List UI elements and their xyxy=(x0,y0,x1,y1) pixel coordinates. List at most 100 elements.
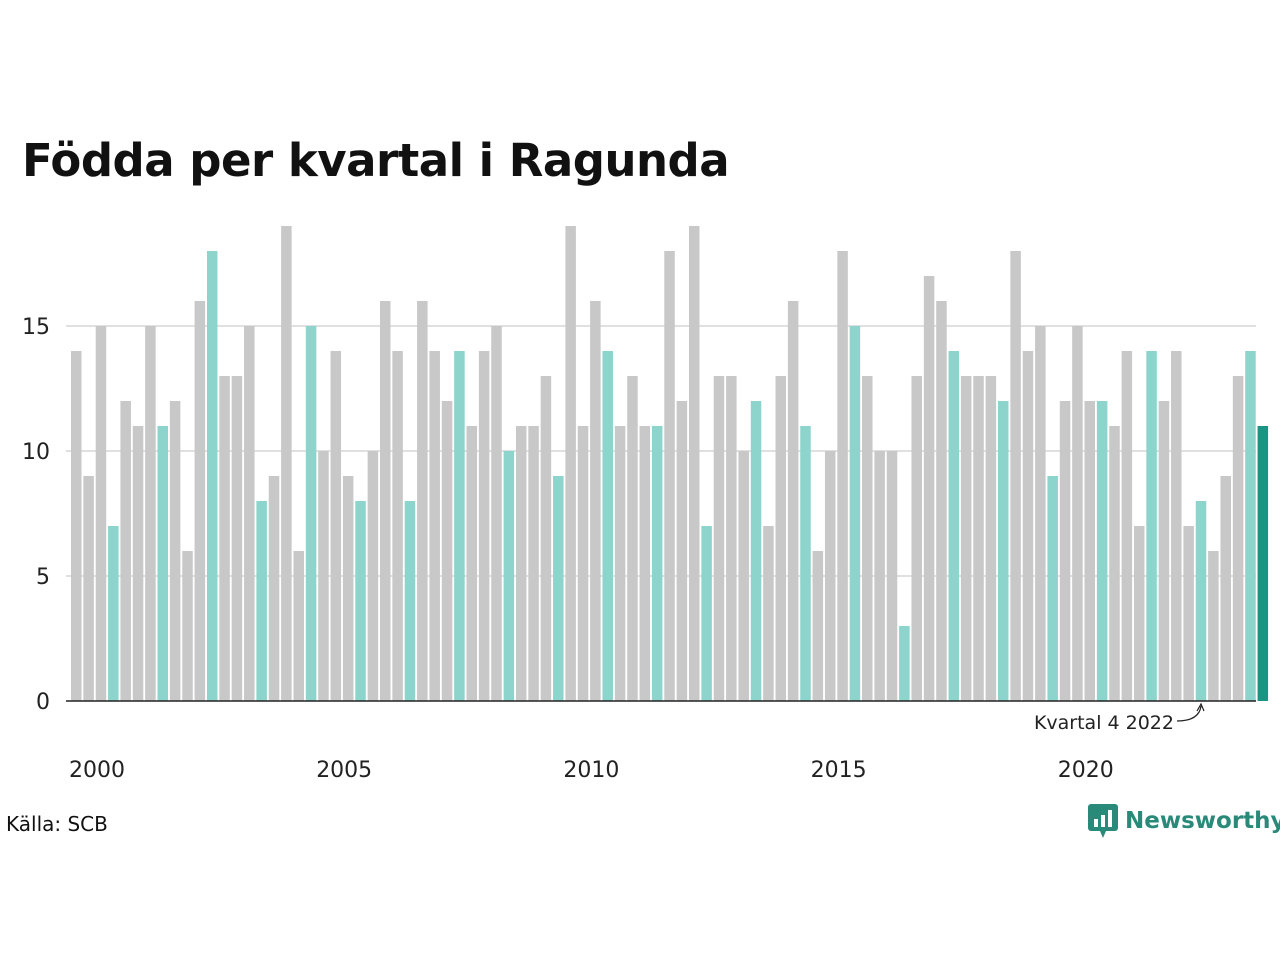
y-tick-label: 15 xyxy=(22,315,50,340)
bar xyxy=(540,376,552,701)
bar xyxy=(651,426,663,701)
newsworthy-logo-icon xyxy=(1088,804,1118,838)
bar xyxy=(1146,351,1157,701)
bar xyxy=(454,351,465,701)
bar xyxy=(281,226,292,701)
bar xyxy=(157,426,169,701)
bar xyxy=(1158,401,1170,701)
bar xyxy=(664,251,675,701)
y-tick-label: 0 xyxy=(36,690,50,715)
bar xyxy=(1208,551,1219,701)
bar xyxy=(1220,476,1231,701)
bar xyxy=(244,326,255,701)
bar xyxy=(689,226,700,701)
bar xyxy=(577,426,589,701)
bar xyxy=(985,376,997,701)
bar xyxy=(1257,426,1269,701)
bar xyxy=(318,451,329,701)
bar xyxy=(627,376,638,701)
bar xyxy=(849,326,861,701)
bar xyxy=(763,526,774,701)
bar xyxy=(565,226,576,701)
bar xyxy=(862,376,873,701)
source-label: Källa: SCB xyxy=(6,812,108,836)
bar xyxy=(429,351,440,701)
annotation-label: Kvartal 4 2022 xyxy=(1034,712,1174,734)
bar xyxy=(478,351,490,701)
bar xyxy=(800,426,811,701)
bar xyxy=(392,351,403,701)
bar xyxy=(911,376,922,701)
bar xyxy=(726,376,737,701)
bar xyxy=(466,426,478,701)
x-tick-label: 2005 xyxy=(316,758,372,783)
bar xyxy=(1047,476,1058,701)
bar xyxy=(231,376,243,701)
bar xyxy=(293,551,304,701)
bar xyxy=(602,351,613,701)
bar xyxy=(1035,326,1046,701)
bar xyxy=(1096,401,1108,701)
brand-logo: Newsworthy xyxy=(1088,804,1280,838)
y-tick-label: 10 xyxy=(22,440,50,465)
y-tick-label: 5 xyxy=(36,565,50,590)
annotation-arrow xyxy=(1176,705,1202,722)
bar xyxy=(1133,526,1145,701)
bar xyxy=(1245,351,1256,701)
bar xyxy=(219,376,230,701)
bar xyxy=(169,401,181,701)
bar xyxy=(528,426,539,701)
bar xyxy=(95,326,107,701)
bar xyxy=(738,451,749,701)
bar xyxy=(701,526,712,701)
bar xyxy=(1022,351,1034,701)
x-tick-label: 2000 xyxy=(69,758,125,783)
bar xyxy=(590,301,601,701)
bar xyxy=(194,301,206,701)
bar xyxy=(713,376,725,701)
bar xyxy=(120,401,131,701)
bar xyxy=(960,376,972,701)
bar xyxy=(1059,401,1071,701)
bar xyxy=(206,251,218,701)
bar xyxy=(367,451,379,701)
bar xyxy=(1109,426,1120,701)
bar xyxy=(824,451,836,701)
bar xyxy=(441,401,453,701)
bar xyxy=(515,426,527,701)
bar xyxy=(923,276,935,701)
annotation-arrowhead xyxy=(1196,702,1205,712)
bar xyxy=(1183,526,1194,701)
x-tick-label: 2015 xyxy=(811,758,867,783)
bar xyxy=(899,626,910,701)
bar xyxy=(1084,401,1096,701)
bar xyxy=(330,351,342,701)
bar xyxy=(1232,376,1244,701)
bar xyxy=(886,451,898,701)
bar xyxy=(268,476,280,701)
bar xyxy=(639,426,651,701)
bar xyxy=(948,351,960,701)
bar xyxy=(1072,326,1083,701)
bar xyxy=(812,551,824,701)
brand-name: Newsworthy xyxy=(1125,808,1280,834)
bar xyxy=(182,551,193,701)
bar xyxy=(342,476,354,701)
bar xyxy=(256,501,267,701)
bar xyxy=(145,326,156,701)
bar xyxy=(787,301,799,701)
bar xyxy=(491,326,502,701)
bar xyxy=(676,401,688,701)
bar xyxy=(83,476,94,701)
bar xyxy=(380,301,391,701)
bar xyxy=(132,426,144,701)
bar xyxy=(108,526,119,701)
bar xyxy=(998,401,1009,701)
x-tick-label: 2020 xyxy=(1058,758,1114,783)
bar xyxy=(936,301,947,701)
bar xyxy=(404,501,416,701)
bar xyxy=(305,326,317,701)
bar xyxy=(1121,351,1133,701)
bar xyxy=(750,401,762,701)
